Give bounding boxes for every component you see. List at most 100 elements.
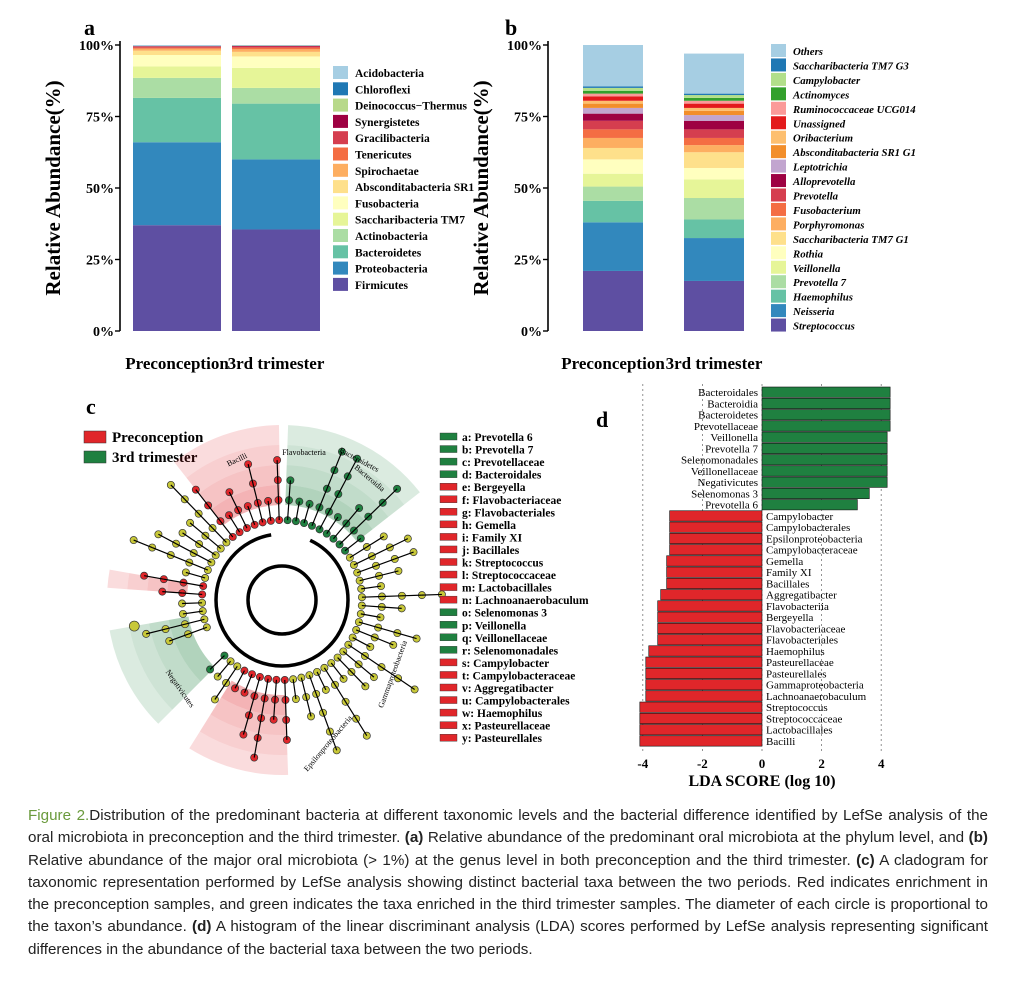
lda-bar bbox=[657, 634, 763, 646]
lda-bar-label: Bacteroidales bbox=[698, 387, 758, 399]
lda-bar-label: Pasteurellaceae bbox=[766, 657, 834, 669]
legend-label: Absconditabacteria SR1 G1 bbox=[792, 147, 916, 159]
branch-line bbox=[334, 684, 347, 703]
legend-swatch bbox=[771, 130, 786, 144]
key-swatch bbox=[439, 583, 458, 591]
branch-line bbox=[242, 715, 250, 735]
key-swatch bbox=[439, 508, 458, 516]
clade-label: Flavobacteria bbox=[282, 448, 326, 457]
lda-bar-label: Campylobacteraceae bbox=[766, 545, 858, 557]
lda-bar-label: Flavobacteriales bbox=[766, 635, 838, 647]
legend-swatch bbox=[333, 261, 348, 275]
legend-swatch bbox=[771, 304, 786, 318]
lda-bar-label: Negativicutes bbox=[698, 477, 758, 489]
legend-swatch bbox=[771, 58, 786, 72]
key-label: y: Pasteurellales bbox=[462, 733, 542, 745]
legend-label: Saccharibacteria TM7 G3 bbox=[793, 60, 909, 72]
taxon-node bbox=[142, 629, 151, 638]
bar-segment bbox=[583, 159, 643, 174]
lda-bar bbox=[639, 724, 763, 736]
taxon-node bbox=[315, 525, 324, 534]
branch-line bbox=[158, 533, 177, 545]
taxon-node bbox=[307, 712, 315, 721]
y-tick-label: 75% bbox=[86, 111, 114, 126]
branch-line bbox=[187, 626, 208, 635]
bar-segment bbox=[684, 120, 744, 130]
taxon-node bbox=[353, 568, 362, 577]
legend-label: Prevotella 7 bbox=[793, 277, 847, 289]
bar-segment bbox=[133, 97, 221, 143]
bar-segment bbox=[583, 200, 643, 223]
cladogram-key: a: Prevotella 6b: Prevotella 7c: Prevote… bbox=[439, 432, 589, 745]
taxon-node bbox=[242, 524, 251, 533]
legend-swatch bbox=[333, 66, 348, 79]
branch-line bbox=[358, 663, 375, 678]
lda-bar-label: Gemella bbox=[766, 556, 803, 568]
legend-swatch bbox=[333, 229, 348, 242]
branch-line bbox=[382, 488, 398, 504]
caption-text-4: A cladogram for taxonomic representation… bbox=[28, 851, 988, 936]
branch-line bbox=[295, 501, 300, 522]
branch-line bbox=[273, 699, 276, 720]
taxon-node bbox=[211, 551, 220, 560]
key-label: b: Prevotella 7 bbox=[462, 445, 534, 457]
branch-line bbox=[264, 678, 269, 699]
legend-swatch bbox=[771, 231, 786, 245]
branch-line bbox=[184, 498, 200, 515]
legend-swatch bbox=[333, 82, 348, 96]
branch-line bbox=[361, 604, 382, 608]
y-tick-label: 25% bbox=[514, 254, 542, 269]
branch-line bbox=[189, 561, 209, 571]
branch-line bbox=[184, 618, 205, 625]
lda-bar bbox=[761, 499, 858, 511]
bar-segment bbox=[684, 100, 744, 104]
branch-line bbox=[316, 671, 327, 691]
key-swatch bbox=[439, 445, 458, 453]
lda-bar-label: Pasteurellales bbox=[766, 668, 826, 680]
bar-segment bbox=[684, 145, 744, 153]
key-swatch bbox=[439, 545, 458, 554]
branch-line bbox=[162, 591, 183, 594]
taxon-node bbox=[178, 528, 187, 537]
legend-label: Others bbox=[793, 46, 823, 58]
key-label: f: Flavobacteriaceae bbox=[462, 495, 561, 507]
lda-bar-label: Lactobacillales bbox=[766, 725, 833, 737]
branch-line bbox=[366, 535, 385, 548]
bar-segment bbox=[583, 107, 643, 114]
bar-segment bbox=[232, 103, 320, 160]
x-tick-label: -4 bbox=[637, 756, 648, 771]
taxon-node bbox=[201, 573, 210, 582]
branch-line bbox=[247, 464, 254, 484]
chart-d: BacteroidalesBacteroidiaBacteroidetesPre… bbox=[637, 384, 891, 790]
branch-line bbox=[144, 575, 164, 580]
branch-line bbox=[183, 582, 204, 587]
key-label: h: Gemella bbox=[462, 520, 516, 532]
bar-segment bbox=[232, 159, 320, 230]
key-label: o: Selenomonas 3 bbox=[462, 608, 547, 620]
lda-bar-label: Selenomonas 3 bbox=[691, 488, 758, 500]
branch-line bbox=[330, 662, 345, 680]
branch-line bbox=[329, 731, 338, 751]
branch-line bbox=[133, 539, 153, 549]
x-tick-label: 4 bbox=[878, 756, 885, 771]
branch-line bbox=[381, 595, 402, 598]
lda-bar-label: Selenomonadales bbox=[681, 455, 758, 467]
lda-bar bbox=[669, 544, 763, 556]
key-label: q: Veillonellaceae bbox=[462, 633, 547, 645]
legend-label: Ruminococcaceae UCG014 bbox=[792, 104, 916, 116]
clade-shade bbox=[168, 616, 215, 682]
bar-segment bbox=[232, 56, 320, 68]
bar-segment bbox=[583, 103, 643, 108]
branch-line bbox=[292, 679, 297, 700]
bar-segment bbox=[583, 93, 643, 97]
branch-line bbox=[276, 460, 279, 481]
clade-shade bbox=[287, 425, 420, 505]
branch-line bbox=[347, 458, 358, 477]
legend-label: Campylobacter bbox=[793, 75, 861, 87]
panel-c-label: c bbox=[86, 394, 96, 419]
lda-bar bbox=[645, 656, 763, 668]
chart-b: Relative Abundance(%) 0% 25% 50% 75% 100% Prec… bbox=[469, 39, 916, 373]
bar-segment bbox=[583, 86, 643, 88]
y-axis-label: Relative Abundance(%) bbox=[469, 80, 493, 295]
clade-shade bbox=[107, 569, 130, 590]
